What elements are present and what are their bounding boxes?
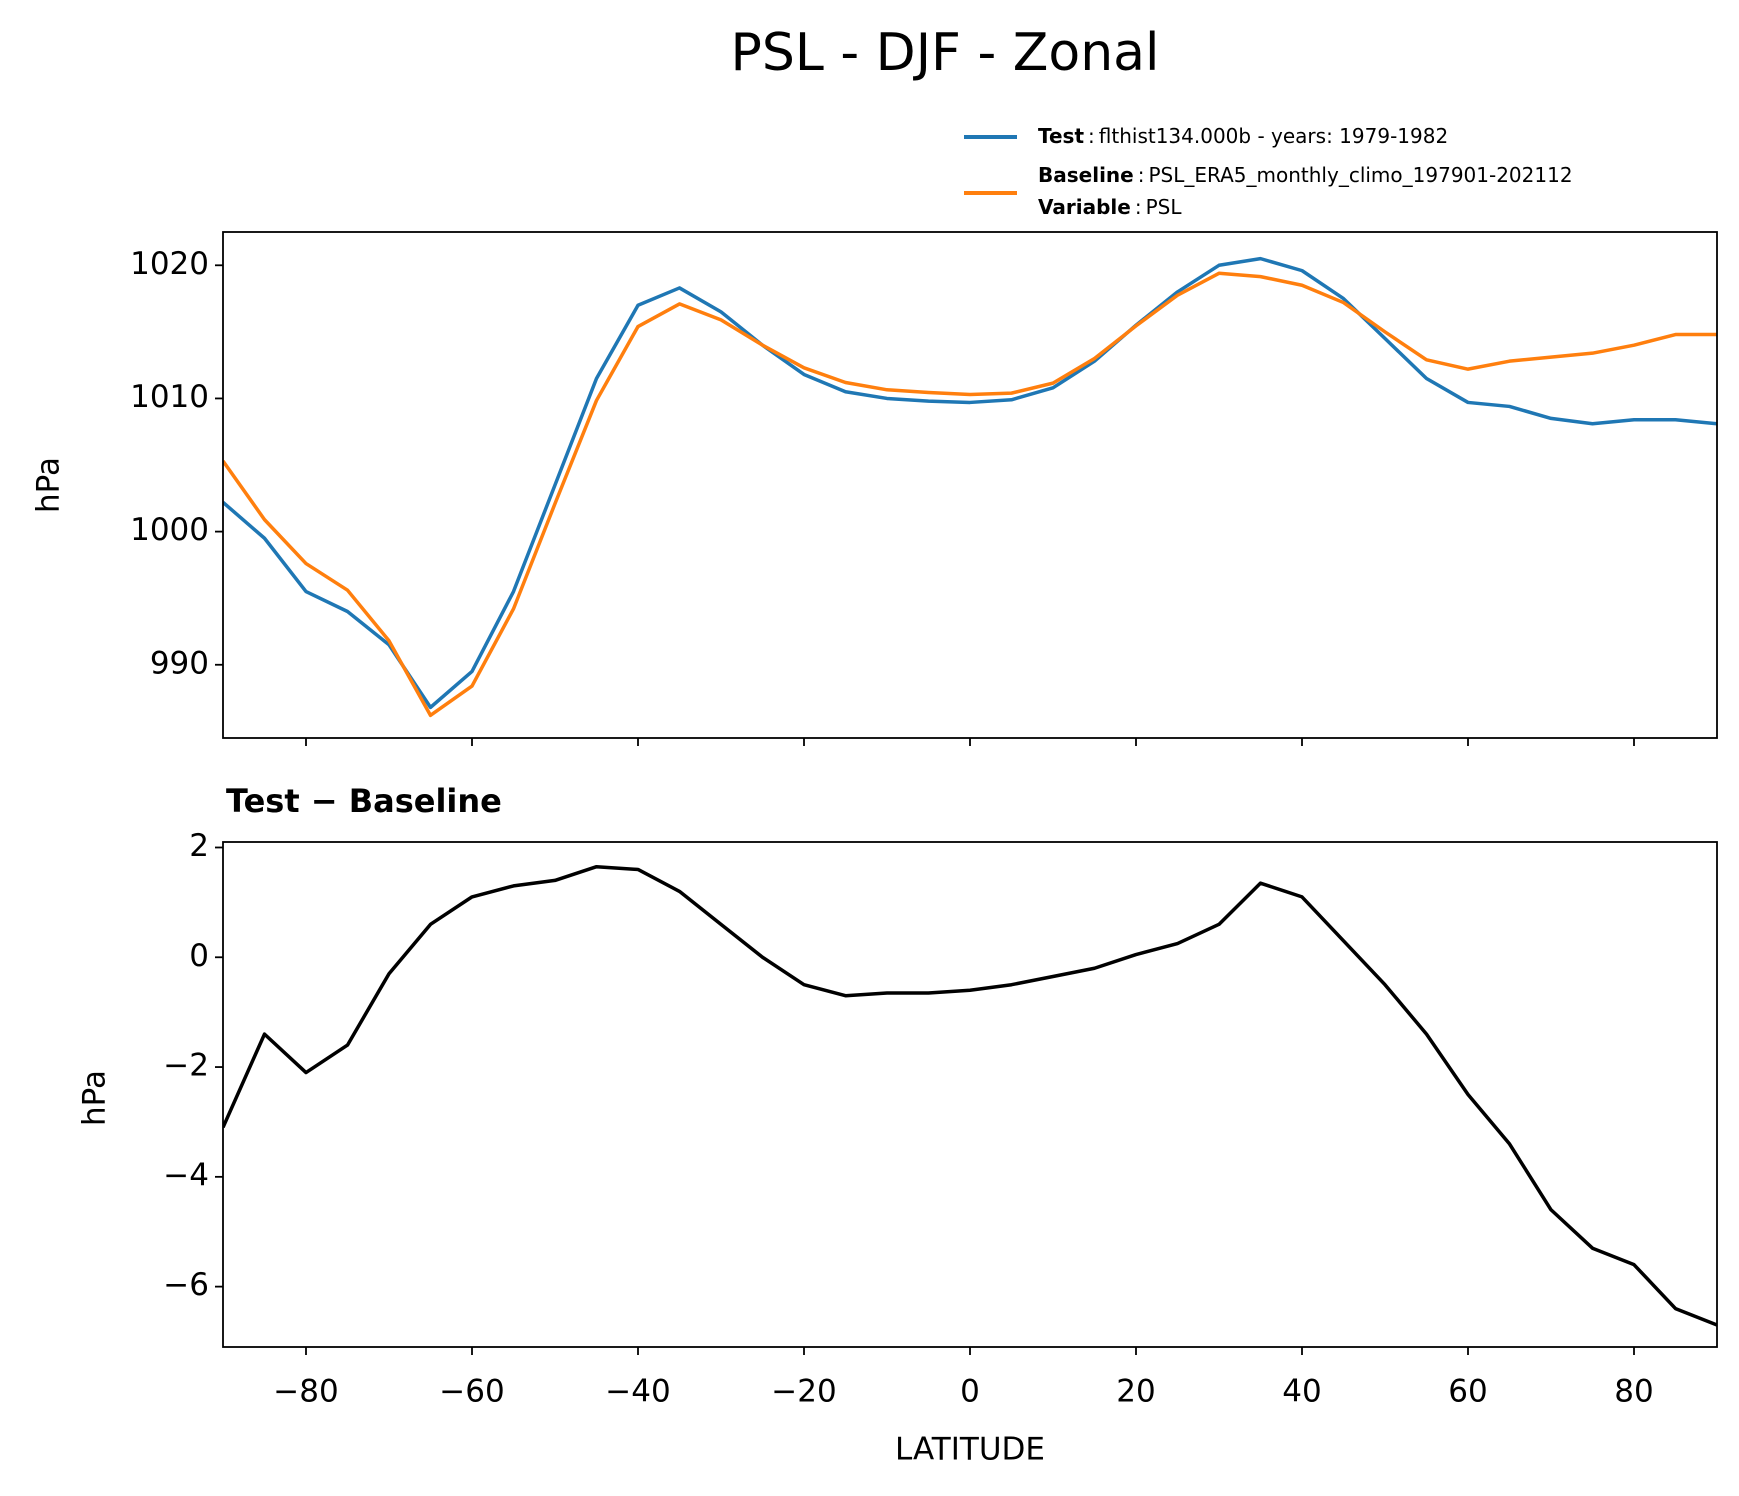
legend-description: flthist134.000b - years: 1979-1982 bbox=[1099, 124, 1448, 148]
x-tick-label: −60 bbox=[439, 1374, 504, 1410]
data-line bbox=[223, 256, 1717, 710]
data-line bbox=[223, 864, 1717, 1327]
data-line bbox=[223, 271, 1717, 718]
figure-title: PSL - DJF - Zonal bbox=[731, 23, 1160, 83]
legend-description: PSL_ERA5_monthly_climo_197901-202112 bbox=[1148, 163, 1572, 187]
x-axis-label: LATITUDE bbox=[895, 1432, 1045, 1468]
axes-frame bbox=[222, 231, 1718, 739]
legend-note-text: PSL bbox=[1146, 195, 1183, 219]
x-tick-label: −40 bbox=[605, 1374, 670, 1410]
legend-note: Variable: PSL bbox=[1038, 195, 1182, 219]
x-tick-label: 40 bbox=[1282, 1374, 1321, 1410]
y-axis-label: hPa bbox=[77, 1070, 113, 1126]
y-tick-label: −6 bbox=[163, 1267, 209, 1303]
x-tick-label: −20 bbox=[771, 1374, 836, 1410]
y-tick-label: 1000 bbox=[130, 512, 209, 548]
y-tick-label: −2 bbox=[163, 1048, 209, 1084]
y-tick-label: 990 bbox=[150, 645, 209, 681]
subplot-title: Test − Baseline bbox=[226, 782, 502, 820]
y-tick-label: 1010 bbox=[130, 379, 209, 415]
legend-separator: : bbox=[1088, 124, 1095, 148]
x-tick-label: 60 bbox=[1448, 1374, 1487, 1410]
legend-name: Baseline bbox=[1038, 163, 1134, 187]
y-tick-label: 2 bbox=[189, 828, 209, 864]
legend-note-name: Variable bbox=[1038, 195, 1131, 219]
y-tick-label: 1020 bbox=[130, 246, 209, 282]
y-tick-label: 0 bbox=[189, 938, 209, 974]
x-tick-label: 20 bbox=[1116, 1374, 1155, 1410]
legend-label: Test: flthist134.000b - years: 1979-1982 bbox=[1038, 124, 1448, 148]
legend-name: Test bbox=[1038, 124, 1084, 148]
x-tick-label: 0 bbox=[960, 1374, 980, 1410]
x-tick-label: −80 bbox=[273, 1374, 338, 1410]
x-tick-label: 80 bbox=[1614, 1374, 1653, 1410]
y-tick-label: −4 bbox=[163, 1157, 209, 1193]
legend-separator: : bbox=[1135, 195, 1142, 219]
legend-label: Baseline: PSL_ERA5_monthly_climo_197901-2… bbox=[1038, 163, 1573, 187]
legend-separator: : bbox=[1138, 163, 1145, 187]
y-axis-label: hPa bbox=[31, 457, 67, 513]
axes-frame bbox=[222, 841, 1718, 1348]
